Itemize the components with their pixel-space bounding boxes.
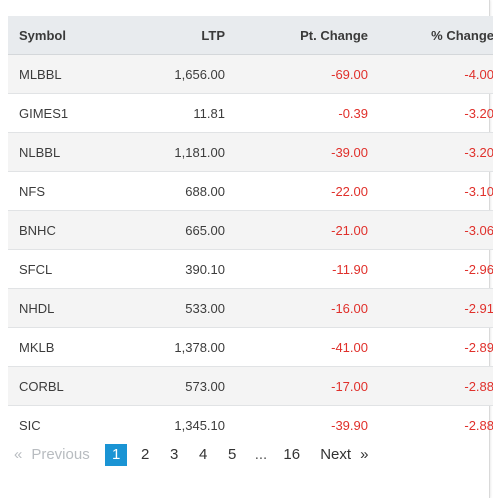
pct-change-cell: -2.88 xyxy=(464,417,493,433)
double-chevron-left-icon: « xyxy=(14,446,23,463)
symbol-cell[interactable]: MLBBL xyxy=(8,54,116,94)
table-row[interactable]: BNHC 665.00 -21.00 -3.06 xyxy=(8,210,493,250)
page-1-button[interactable]: 1 xyxy=(105,444,128,466)
previous-label: Previous xyxy=(31,446,90,463)
ltp-cell: 533.00 xyxy=(116,288,236,328)
table-row[interactable]: NLBBL 1,181.00 -39.00 -3.20 xyxy=(8,132,493,172)
symbol-cell[interactable]: NFS xyxy=(8,171,116,211)
pct-change-cell: -3.06 xyxy=(379,210,493,250)
table-row[interactable]: NHDL 533.00 -16.00 -2.91 xyxy=(8,288,493,328)
next-label: Next xyxy=(320,446,352,463)
table-row[interactable]: MLBBL 1,656.00 -69.00 -4.00 xyxy=(8,54,493,94)
pct-change-cell: -3.10 xyxy=(379,171,493,211)
pt-change-cell: -16.00 xyxy=(236,288,379,328)
column-header-pt-change[interactable]: Pt. Change xyxy=(236,16,379,55)
symbol-cell[interactable]: SIC xyxy=(19,417,41,433)
double-chevron-right-icon: » xyxy=(360,446,369,463)
page-16-button[interactable]: 16 xyxy=(283,446,301,463)
symbol-cell[interactable]: MKLB xyxy=(8,327,116,367)
column-header-symbol[interactable]: Symbol xyxy=(8,16,116,55)
symbol-cell[interactable]: CORBL xyxy=(8,366,116,406)
table-row[interactable]: CORBL 573.00 -17.00 -2.88 xyxy=(8,366,493,406)
table-row[interactable]: GIMES1 11.81 -0.39 -3.20 xyxy=(8,93,493,133)
table-row[interactable]: NFS 688.00 -22.00 -3.10 xyxy=(8,171,493,211)
pct-change-cell: -2.88 xyxy=(379,366,493,406)
ltp-cell: 11.81 xyxy=(116,93,236,133)
ltp-cell: 1,345.10 xyxy=(174,417,225,433)
ltp-cell: 665.00 xyxy=(116,210,236,250)
column-header-ltp[interactable]: LTP xyxy=(116,16,236,55)
page-2-button[interactable]: 2 xyxy=(141,446,150,463)
pagination: « Previous 1 2 3 4 5 ... 16 Next » xyxy=(14,444,368,466)
table-row[interactable]: SFCL 390.10 -11.90 -2.96 xyxy=(8,249,493,289)
column-header-pct-change[interactable]: % Change xyxy=(379,16,493,55)
ltp-cell: 1,656.00 xyxy=(116,54,236,94)
ltp-cell: 390.10 xyxy=(116,249,236,289)
ltp-cell: 1,181.00 xyxy=(116,132,236,172)
ltp-cell: 688.00 xyxy=(116,171,236,211)
pagination-ellipsis: ... xyxy=(254,446,268,463)
table-row[interactable]: SIC 1,345.10 -39.90 -2.88 xyxy=(8,406,493,445)
previous-page-button[interactable]: « Previous xyxy=(14,444,90,466)
pt-change-cell: -21.00 xyxy=(236,210,379,250)
pct-change-cell: -2.91 xyxy=(379,288,493,328)
pt-change-cell: -39.90 xyxy=(331,417,368,433)
pt-change-cell: -11.90 xyxy=(236,249,379,289)
symbol-cell[interactable]: NHDL xyxy=(8,288,116,328)
symbol-cell[interactable]: GIMES1 xyxy=(8,93,116,133)
symbol-cell[interactable]: BNHC xyxy=(8,210,116,250)
next-page-button[interactable]: Next » xyxy=(320,444,368,466)
pt-change-cell: -69.00 xyxy=(236,54,379,94)
pt-change-cell: -17.00 xyxy=(236,366,379,406)
symbol-cell[interactable]: NLBBL xyxy=(8,132,116,172)
pct-change-cell: -2.89 xyxy=(379,327,493,367)
page-3-button[interactable]: 3 xyxy=(170,446,179,463)
pt-change-cell: -0.39 xyxy=(236,93,379,133)
pt-change-cell: -39.00 xyxy=(236,132,379,172)
pct-change-cell: -3.20 xyxy=(379,132,493,172)
pt-change-cell: -22.00 xyxy=(236,171,379,211)
page-5-button[interactable]: 5 xyxy=(228,446,237,463)
table-row[interactable]: MKLB 1,378.00 -41.00 -2.89 xyxy=(8,327,493,367)
top-losers-table: Symbol LTP Pt. Change % Change MLBBL 1,65… xyxy=(8,16,493,444)
pct-change-cell: -4.00 xyxy=(379,54,493,94)
table-header-row: Symbol LTP Pt. Change % Change xyxy=(8,16,493,55)
symbol-cell[interactable]: SFCL xyxy=(8,249,116,289)
pt-change-cell: -41.00 xyxy=(236,327,379,367)
ltp-cell: 1,378.00 xyxy=(116,327,236,367)
ltp-cell: 573.00 xyxy=(116,366,236,406)
page-4-button[interactable]: 4 xyxy=(199,446,208,463)
pct-change-cell: -2.96 xyxy=(379,249,493,289)
pct-change-cell: -3.20 xyxy=(379,93,493,133)
